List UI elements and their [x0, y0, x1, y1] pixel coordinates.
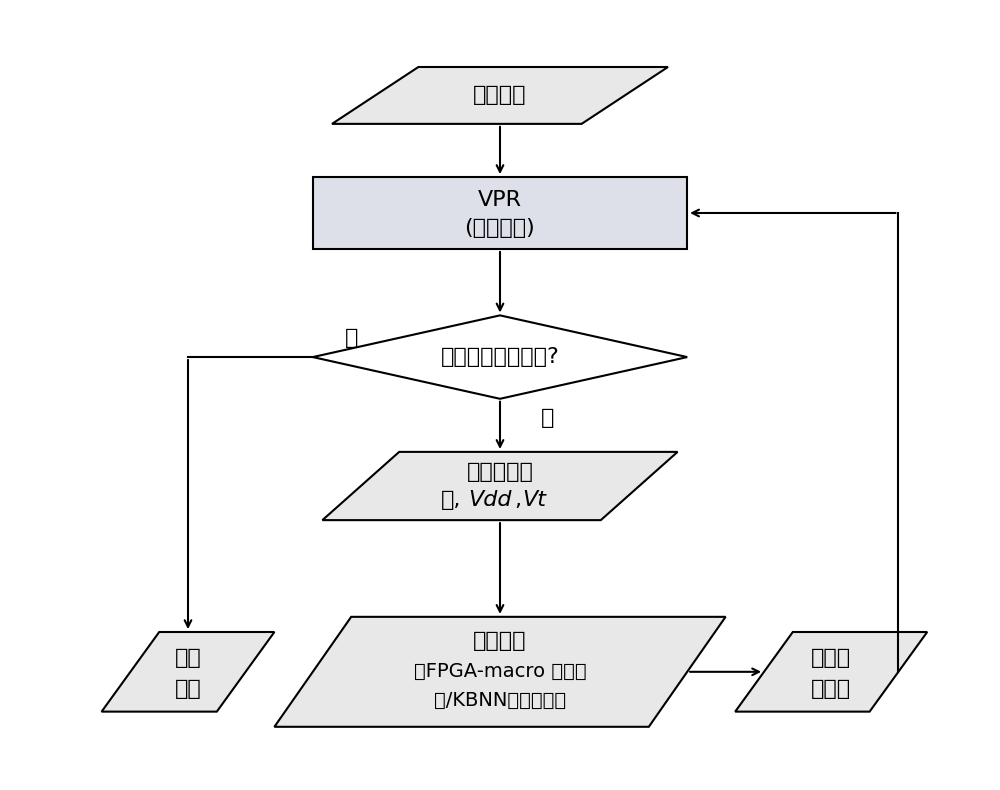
- Text: (架构评估): (架构评估): [465, 218, 535, 238]
- Polygon shape: [322, 452, 678, 520]
- Text: 路延时: 路延时: [811, 679, 851, 698]
- Polygon shape: [735, 632, 927, 712]
- Text: 数,: 数,: [441, 490, 462, 510]
- Text: Vdd: Vdd: [468, 490, 512, 510]
- Text: ,: ,: [514, 490, 521, 510]
- Text: （FPGA-macro 延时模: （FPGA-macro 延时模: [414, 662, 586, 681]
- Text: 优化: 优化: [175, 648, 201, 668]
- Polygon shape: [274, 617, 726, 727]
- Text: 型/KBNN延时模型）: 型/KBNN延时模型）: [434, 691, 566, 710]
- Text: 各子电: 各子电: [811, 648, 851, 668]
- Text: 否: 否: [541, 408, 555, 427]
- Text: 结果: 结果: [175, 679, 201, 698]
- Text: 调整架构参: 调整架构参: [467, 462, 533, 483]
- Polygon shape: [332, 67, 668, 124]
- Text: 延时估计: 延时估计: [473, 631, 527, 652]
- Polygon shape: [313, 315, 687, 399]
- Text: 基准电路: 基准电路: [473, 85, 527, 105]
- Text: Vt: Vt: [522, 490, 546, 510]
- Polygon shape: [102, 632, 274, 712]
- Bar: [313, 177, 687, 249]
- Text: 是: 是: [345, 328, 358, 348]
- Text: VPR: VPR: [478, 190, 522, 210]
- Text: 是否符合优化目标?: 是否符合优化目标?: [441, 347, 559, 367]
